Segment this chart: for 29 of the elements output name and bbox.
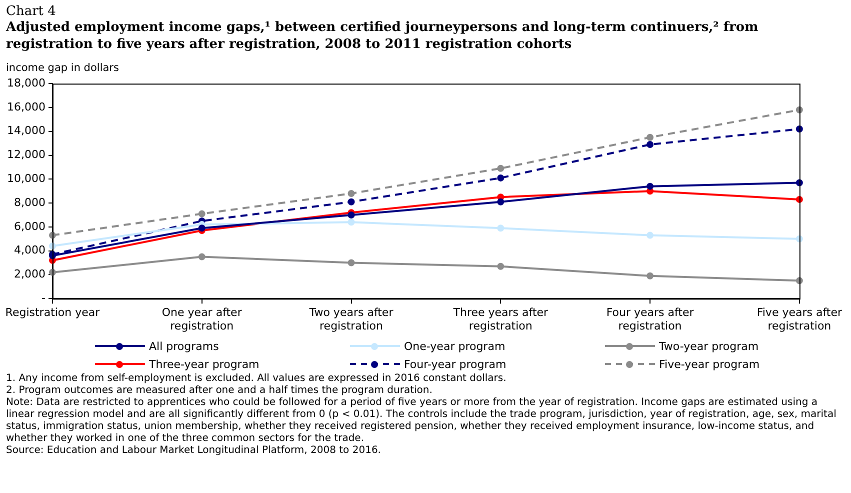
y-tick-label: - — [42, 291, 46, 304]
y-tick-label: 4,000 — [14, 244, 46, 257]
legend-label: One-year program — [404, 340, 506, 353]
chart-title: Chart 4 — [6, 4, 57, 19]
y-tick-label: 10,000 — [6, 172, 46, 186]
y-tick-label: 14,000 — [6, 124, 46, 138]
y-tick-label: 6,000 — [14, 220, 46, 233]
y-tick-label: 8,000 — [14, 196, 46, 209]
chart-subtitle: Adjusted employment income gaps,¹ between certified journeypersons and long-term continuers,² from registration to five years after registration, 2008 to 2011 registration cohorts — [6, 19, 760, 53]
y-tick-label: 16,000 — [6, 100, 46, 114]
legend-label: Four-year program — [404, 358, 506, 371]
x-tick-label: Two years after registration — [308, 306, 394, 332]
x-tick-label: One year after registration — [162, 306, 242, 332]
text: Note: Data are restricted to apprentices who could be followed for a period of five years or more from the year of registration. Income gaps are estimated using a linear regression model and are all significantly different from 0 (p < 0.01). The controls include the trade program, jurisdiction, year of registration, age, sex, marital status, immigration status, union membership, whether they received registered pension, whether they received employment insurance, low-income status, and whether they worked in one of the three common sectors for the trade. — [6, 397, 838, 445]
x-tick-label: Registration year — [5, 306, 100, 320]
text: 2. Program outcomes are measured after one and a half times the program duration. — [6, 385, 434, 397]
source-note: Source: Education and Labour Market Longitudinal Platform, 2008 to 2016. — [6, 445, 382, 457]
y-tick-label: 18,000 — [6, 76, 46, 90]
legend-label: Two-year program — [659, 340, 759, 353]
x-tick-label: Five years after registration — [756, 306, 842, 332]
text: 1. Any income from self-employment is excluded. All values are expressed in 2016 constant dollars. — [6, 373, 508, 385]
y-axis-title: income gap in dollars — [6, 62, 120, 74]
y-tick-label: 2,000 — [14, 268, 46, 281]
legend-label: Three-year program — [149, 358, 260, 371]
x-tick-label: Three years after registration — [452, 306, 549, 332]
x-tick-label: Four years after registration — [606, 306, 694, 332]
legend-label: All programs — [149, 340, 219, 353]
legend-label: Five-year program — [659, 358, 760, 371]
y-tick-label: 12,000 — [6, 148, 46, 162]
